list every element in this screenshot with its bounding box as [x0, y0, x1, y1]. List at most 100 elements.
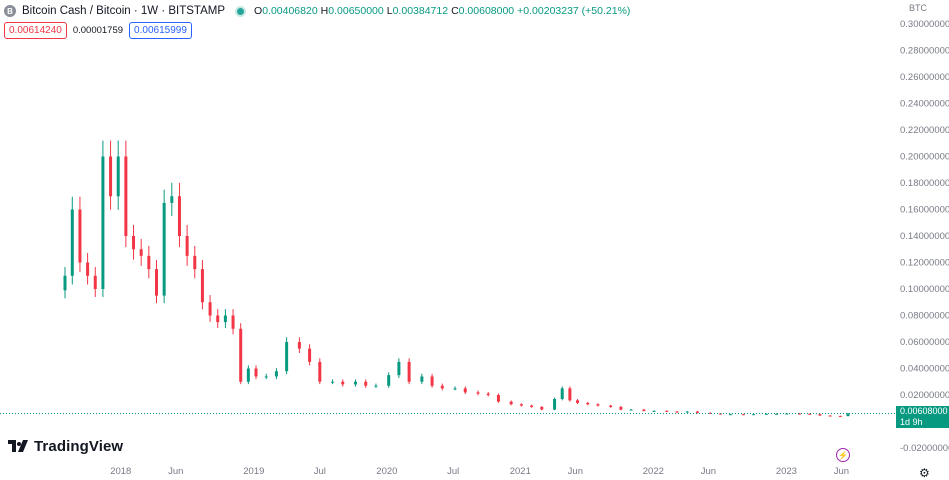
candle-body	[397, 361, 401, 376]
candle-body	[420, 376, 424, 382]
buy-sell-prices: 0.00614240 0.00001759 0.00615999	[4, 22, 192, 39]
candle-body	[170, 196, 174, 203]
candle-body	[576, 400, 580, 403]
candle-body	[101, 156, 105, 289]
candle-body	[741, 414, 745, 416]
candle-body	[453, 388, 457, 390]
symbol-title[interactable]: Bitcoin Cash / Bitcoin · 1W · BITSTAMP	[22, 5, 226, 17]
buy-price-button[interactable]: 0.00615999	[129, 22, 192, 39]
candle-body	[246, 368, 250, 382]
candle-body	[200, 269, 204, 303]
y-tick-label: -0.02000000	[900, 443, 949, 454]
candle-body	[775, 413, 779, 415]
candle-body	[586, 402, 590, 405]
candle-body	[440, 385, 444, 389]
candle-body	[764, 413, 768, 415]
candle-body	[729, 414, 733, 416]
candle-body	[285, 342, 289, 372]
candle-body	[139, 249, 143, 256]
x-tick-label: Jul	[447, 466, 459, 477]
candle-body	[264, 376, 268, 378]
candle-body	[116, 156, 120, 197]
candle-body	[86, 262, 90, 276]
candle-body	[78, 209, 82, 263]
candle-body	[846, 413, 850, 417]
ohlc-item: +0.00203237 (+50.21%)	[517, 5, 630, 17]
candle-body	[476, 392, 480, 394]
candle-body	[331, 381, 335, 383]
ohlc-key: L	[386, 5, 393, 17]
last-price-tag: 0.00608000 1d 9h	[896, 406, 949, 428]
tradingview-logo-text: TradingView	[34, 438, 124, 455]
candle-body	[297, 342, 301, 349]
candle-body	[208, 302, 212, 316]
candle-body	[93, 275, 97, 289]
candle-body	[629, 409, 633, 411]
lightning-icon[interactable]: ⚡	[836, 448, 850, 462]
x-tick-label: 2018	[110, 466, 131, 477]
candle-body	[560, 388, 564, 399]
x-tick-label: Jun	[568, 466, 583, 477]
candle-body	[231, 315, 235, 329]
candle-body	[828, 415, 832, 417]
candle-body	[308, 348, 312, 362]
candle-body	[486, 393, 490, 395]
y-tick-label: 0.28000000	[900, 46, 949, 57]
candle-body	[509, 401, 513, 405]
gear-icon[interactable]: ⚙	[919, 466, 930, 480]
y-tick-label: 0.18000000	[900, 178, 949, 189]
candle-body	[374, 385, 378, 387]
spread-value: 0.00001759	[72, 25, 124, 36]
y-tick-label: 0.14000000	[900, 231, 949, 242]
x-tick-label: 2019	[243, 466, 264, 477]
candle-body	[70, 209, 74, 276]
y-tick-label: 0.20000000	[900, 152, 949, 163]
x-tick-label: 2023	[776, 466, 797, 477]
y-tick-label: 0.04000000	[900, 364, 949, 375]
candle-body	[665, 410, 669, 412]
candle-body	[642, 409, 646, 411]
ohlc-value: +0.00203237 (+50.21%)	[517, 5, 631, 17]
candle-body	[685, 411, 689, 413]
candle-body	[430, 376, 434, 386]
candle-body	[354, 381, 358, 385]
tradingview-logo[interactable]: TradingView	[8, 438, 123, 455]
price-axis[interactable]: 0.30000000 0.28000000 0.26000000 0.24000000…	[900, 19, 949, 454]
ohlc-item: O0.00406820	[254, 5, 318, 17]
ohlc-item: L0.00384712	[387, 5, 448, 17]
candle-body	[609, 405, 613, 407]
x-tick-label: Jul	[314, 466, 326, 477]
candle-body	[407, 361, 411, 382]
candle-body	[752, 414, 756, 416]
candle-body	[254, 368, 258, 377]
ohlc-value: 0.00406820	[262, 5, 318, 17]
candle-body	[596, 404, 600, 406]
tradingview-logo-icon	[8, 439, 28, 452]
candle-body	[540, 406, 544, 410]
y-tick-label: 0.12000000	[900, 258, 949, 269]
sell-price-button[interactable]: 0.00614240	[4, 22, 67, 39]
candle-body	[553, 398, 557, 410]
ohlc-key: H	[320, 5, 329, 17]
y-tick-label: 0.06000000	[900, 337, 949, 348]
y-tick-label: 0.10000000	[900, 284, 949, 295]
currency-label[interactable]: BTC	[909, 3, 927, 13]
candle-body	[718, 413, 722, 415]
y-tick-label: 0.08000000	[900, 311, 949, 322]
ohlc-key: C	[451, 5, 459, 17]
candle-body	[708, 412, 712, 414]
candle-body	[519, 404, 523, 406]
candle-body	[63, 275, 67, 291]
ohlc-value: 0.00384712	[392, 5, 449, 17]
x-tick-label: Jun	[701, 466, 716, 477]
candle-body	[652, 410, 656, 412]
y-tick-label: 0.26000000	[900, 72, 949, 83]
x-tick-label: Jun	[834, 466, 849, 477]
y-tick-label: 0.22000000	[900, 125, 949, 136]
time-axis[interactable]: 2018 Jun 2019 Jul 2020 Jul 2021 Jun 2022 Jun 2023 J…	[110, 466, 849, 477]
candle-body	[341, 381, 345, 385]
candle-body	[177, 196, 181, 236]
candle-body	[274, 371, 278, 377]
y-tick-label: 0.30000000	[900, 19, 949, 30]
